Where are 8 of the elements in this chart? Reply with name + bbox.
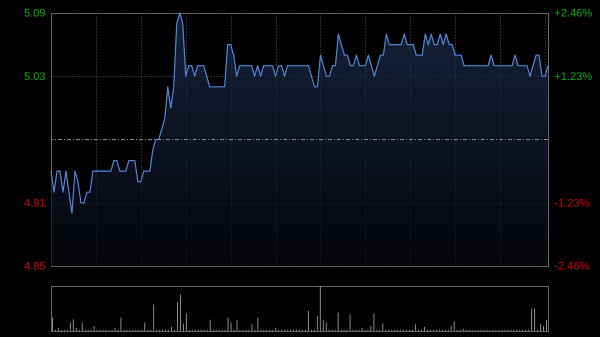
y2-tick-label: -1.23% (554, 197, 590, 210)
y2-tick-label: +2.46% (554, 8, 592, 20)
y-tick-label: 5.09 (24, 8, 46, 20)
y-tick-label: 4.91 (24, 197, 46, 210)
y-tick-label: 5.03 (24, 70, 46, 83)
y2-tick-label: -2.46% (554, 260, 590, 272)
y-tick-label: 4.85 (24, 260, 46, 272)
y2-tick-label: +1.23% (554, 70, 592, 83)
